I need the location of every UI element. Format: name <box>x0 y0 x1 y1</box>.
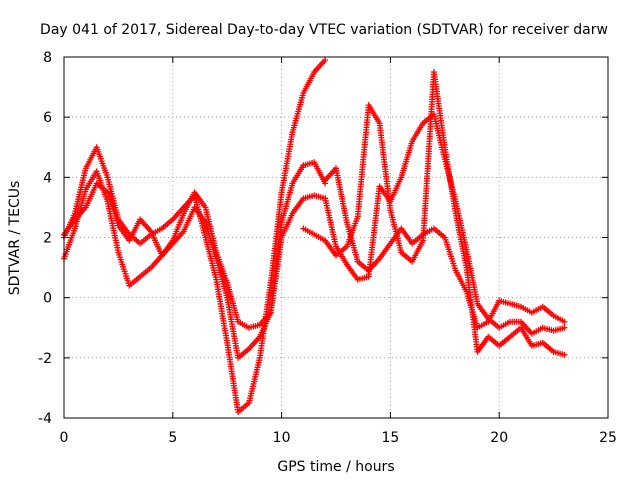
y-axis-label: SDTVAR / TECUs <box>7 181 23 296</box>
data-point <box>561 318 568 325</box>
data-point <box>322 57 329 64</box>
plot-frame <box>63 56 609 419</box>
y-tick-label: 2 <box>43 231 52 247</box>
data-point <box>561 324 568 331</box>
x-tick-label: 0 <box>60 430 69 446</box>
y-tick-label: 0 <box>43 291 52 307</box>
x-axis-label: GPS time / hours <box>277 459 394 475</box>
x-tick-label: 20 <box>490 430 508 446</box>
y-tick-label: -4 <box>38 411 52 427</box>
series-1 <box>61 57 329 415</box>
chart-title: Day 041 of 2017, Sidereal Day-to-day VTE… <box>40 22 608 38</box>
x-tick-label: 15 <box>381 430 399 446</box>
series-3 <box>61 180 329 331</box>
y-tick-label: 8 <box>43 50 52 66</box>
x-tick-label: 25 <box>599 430 617 446</box>
y-tick-label: 4 <box>43 170 52 186</box>
data-point <box>561 351 568 358</box>
y-tick-label: -2 <box>38 351 52 367</box>
data-points <box>61 57 568 415</box>
x-tick-label: 10 <box>273 430 291 446</box>
x-tick-label: 5 <box>168 430 177 446</box>
series-6 <box>300 69 568 358</box>
y-tick-label: 6 <box>43 110 52 126</box>
